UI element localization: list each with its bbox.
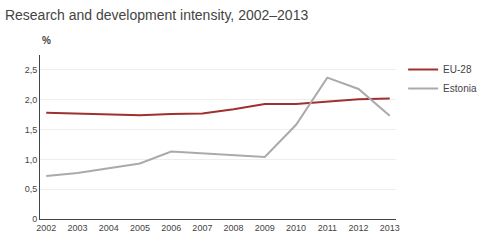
svg-text:2010: 2010 (286, 223, 306, 233)
svg-text:EU-28: EU-28 (443, 64, 472, 75)
svg-text:%: % (42, 35, 51, 46)
svg-text:1,5: 1,5 (25, 125, 38, 135)
svg-text:2012: 2012 (349, 223, 369, 233)
svg-text:2002: 2002 (36, 223, 56, 233)
svg-text:2003: 2003 (67, 223, 87, 233)
svg-text:2,0: 2,0 (25, 95, 38, 105)
svg-text:2009: 2009 (255, 223, 275, 233)
svg-text:2,5: 2,5 (25, 65, 38, 75)
svg-text:0: 0 (32, 214, 37, 224)
svg-text:2008: 2008 (224, 223, 244, 233)
svg-text:2004: 2004 (99, 223, 119, 233)
svg-text:1,0: 1,0 (25, 155, 38, 165)
svg-text:Estonia: Estonia (443, 83, 477, 94)
svg-text:2013: 2013 (380, 223, 400, 233)
svg-text:2005: 2005 (130, 223, 150, 233)
svg-text:2006: 2006 (161, 223, 181, 233)
svg-text:2011: 2011 (318, 223, 337, 233)
svg-text:0,5: 0,5 (25, 184, 38, 194)
svg-text:Research and development inten: Research and development intensity, 2002… (5, 7, 308, 23)
svg-text:2007: 2007 (192, 223, 212, 233)
